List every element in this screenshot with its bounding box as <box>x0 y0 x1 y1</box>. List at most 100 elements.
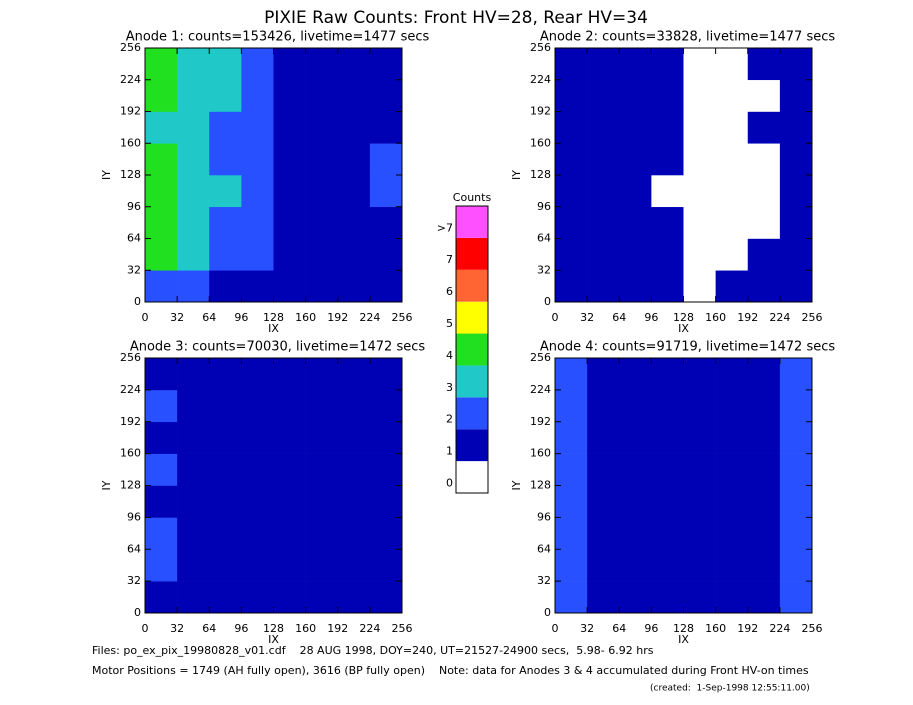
heatmap-cell <box>779 517 813 550</box>
colorbar-swatch <box>456 397 488 430</box>
heatmap-cell <box>683 358 716 391</box>
heatmap-cell <box>587 111 620 144</box>
x-tick-label: 192 <box>737 311 758 324</box>
heatmap-cell <box>209 143 242 176</box>
colorbar-label: 6 <box>446 285 453 298</box>
heatmap-cell <box>683 453 716 486</box>
heatmap-cell <box>747 421 781 454</box>
heatmap-cell <box>651 48 684 81</box>
heatmap-cell <box>683 270 716 303</box>
heatmap-cell <box>209 111 242 144</box>
y-tick-label: 256 <box>530 41 551 54</box>
x-tick-label: 128 <box>263 311 284 324</box>
colorbar-swatch <box>456 237 488 270</box>
heatmap-cell <box>683 549 716 582</box>
y-tick-label: 256 <box>120 351 141 364</box>
heatmap-cell <box>683 421 716 454</box>
heatmap-cell <box>747 453 781 486</box>
x-tick-label: 64 <box>202 622 216 635</box>
heatmap-cell <box>337 111 371 144</box>
heatmap-cell <box>651 238 684 271</box>
heatmap-cell <box>177 485 210 518</box>
y-tick-label: 192 <box>530 105 551 118</box>
x-tick-label: 224 <box>769 311 790 324</box>
footer-motor: Motor Positions = 1749 (AH fully open), … <box>92 664 809 677</box>
heatmap-cell <box>587 485 620 518</box>
heatmap-cell <box>305 270 339 303</box>
heatmap-cell <box>715 485 749 518</box>
heatmap-cell <box>747 48 781 81</box>
heatmap-cell <box>145 238 178 271</box>
panel-title: Anode 3: counts=70030, livetime=1472 sec… <box>130 340 426 355</box>
heatmap-cell <box>369 111 403 144</box>
y-tick-label: 128 <box>120 168 141 181</box>
heatmap-cell <box>369 48 403 81</box>
y-tick-label: 224 <box>530 383 551 396</box>
heatmap-cell <box>337 453 371 486</box>
heatmap-cell <box>619 517 652 550</box>
heatmap-cell <box>651 175 684 208</box>
x-tick-label: 128 <box>673 311 694 324</box>
heatmap-cell <box>555 111 588 144</box>
x-tick-label: 0 <box>552 622 559 635</box>
y-tick-label: 192 <box>530 415 551 428</box>
heatmap-cell <box>305 175 339 208</box>
x-tick-label: 64 <box>202 311 216 324</box>
colorbar-title: Counts <box>453 191 492 204</box>
heatmap-cell <box>337 143 371 176</box>
heatmap-cell <box>747 549 781 582</box>
heatmap-cell <box>337 270 371 303</box>
heatmap-cell <box>555 517 588 550</box>
heatmap-cell <box>177 358 210 391</box>
heatmap-cell <box>587 238 620 271</box>
heatmap-cell <box>209 238 242 271</box>
y-axis-label: IY <box>100 480 113 490</box>
heatmap-cell <box>715 270 749 303</box>
heatmap-cell <box>273 485 306 518</box>
heatmap-cell <box>177 238 210 271</box>
footer-created: (created: 1-Sep-1998 12:55:11.00) <box>650 684 810 694</box>
x-tick-label: 224 <box>769 622 790 635</box>
heatmap-cell <box>683 238 716 271</box>
heatmap-cell <box>177 389 210 423</box>
heatmap-cell <box>241 581 274 614</box>
heatmap-cell <box>273 111 306 144</box>
y-tick-label: 160 <box>120 136 141 149</box>
x-tick-label: 224 <box>359 311 380 324</box>
heatmap-cell <box>241 421 274 454</box>
heatmap-cell <box>747 581 781 614</box>
heatmap-cell <box>555 175 588 208</box>
heatmap-cell <box>145 453 178 486</box>
x-tick-label: 0 <box>142 311 149 324</box>
heatmap-cell <box>651 206 684 239</box>
heatmap-cell <box>337 421 371 454</box>
heatmap-cell <box>273 358 306 391</box>
heatmap-cell <box>779 48 813 81</box>
y-tick-label: 160 <box>530 136 551 149</box>
heatmap-cell <box>369 517 403 550</box>
x-tick-label: 96 <box>644 622 658 635</box>
heatmap-cell <box>369 358 403 391</box>
heatmap-cell <box>145 485 178 518</box>
heatmap-cell <box>337 238 371 271</box>
heatmap-cell <box>209 421 242 454</box>
heatmap-cell <box>715 175 749 208</box>
heatmap-cell <box>651 111 684 144</box>
y-tick-label: 224 <box>530 73 551 86</box>
heatmap-cell <box>209 270 242 303</box>
heatmap-cell <box>177 79 210 112</box>
heatmap-cell <box>715 111 749 144</box>
heatmap-cell <box>177 549 210 582</box>
heatmap-cell <box>209 389 242 423</box>
panel-title: Anode 4: counts=91719, livetime=1472 sec… <box>540 340 836 355</box>
heatmap-cell <box>747 389 781 423</box>
y-tick-label: 192 <box>120 105 141 118</box>
heatmap-cell <box>273 389 306 423</box>
heatmap-cell <box>747 206 781 239</box>
heatmap-cell <box>305 421 339 454</box>
heatmap-cell <box>555 389 588 423</box>
y-tick-label: 128 <box>120 479 141 492</box>
x-tick-label: 32 <box>170 622 184 635</box>
heatmap-cell <box>369 581 403 614</box>
heatmap-cell <box>241 48 274 81</box>
